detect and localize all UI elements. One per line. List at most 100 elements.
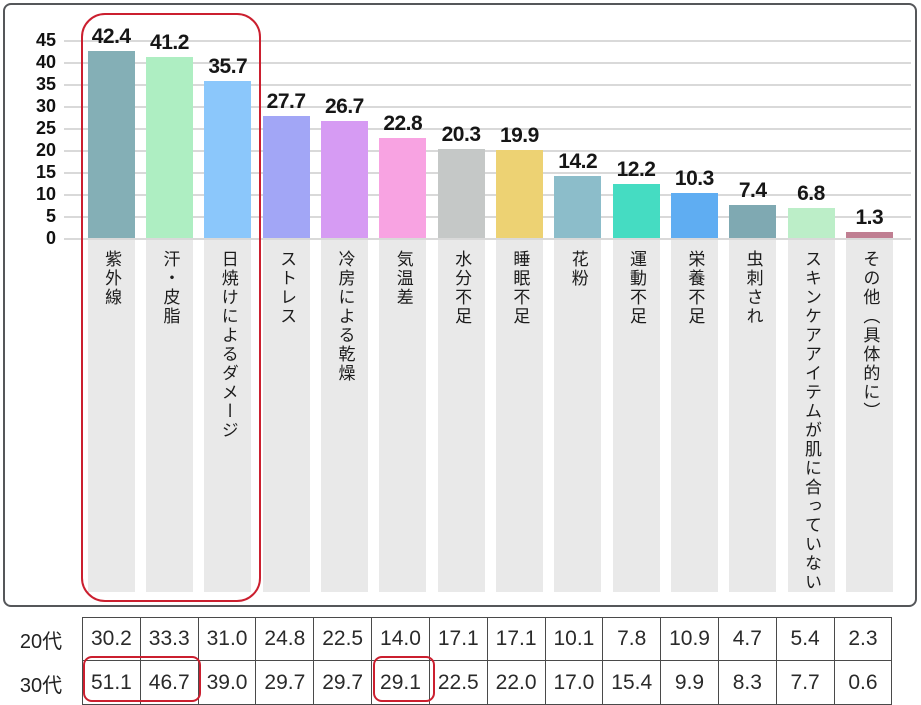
y-tick-label: 40 bbox=[35, 52, 56, 72]
table-cell: 4.7 bbox=[718, 618, 777, 661]
category-label: 運動不足 bbox=[627, 250, 647, 326]
bar-value-label: 26.7 bbox=[324, 94, 364, 118]
table-cell: 29.7 bbox=[314, 661, 373, 705]
gridline bbox=[64, 128, 911, 130]
table-cell: 29.7 bbox=[256, 661, 315, 705]
category-label: 冷房による乾燥 bbox=[335, 250, 355, 383]
table-cell: 10.1 bbox=[545, 618, 604, 661]
bar bbox=[554, 175, 602, 238]
bar-value-label: 20.3 bbox=[441, 122, 481, 146]
table-cell: 22.5 bbox=[314, 618, 373, 661]
bar bbox=[729, 205, 777, 238]
category-label: その他（具体的に） bbox=[860, 250, 880, 421]
table-cell: 30.2 bbox=[83, 618, 141, 661]
table-cell: 33.3 bbox=[140, 618, 199, 661]
table-cell: 22.0 bbox=[487, 661, 546, 705]
category-column: 虫刺され bbox=[729, 240, 777, 592]
category-label: 汗・皮脂 bbox=[160, 250, 180, 326]
gridline bbox=[64, 84, 911, 86]
category-column: 日焼けによるダメージ bbox=[204, 240, 252, 592]
gridline bbox=[64, 40, 911, 42]
gridline bbox=[64, 194, 911, 196]
table-cell: 8.3 bbox=[718, 661, 777, 705]
category-column: ストレス bbox=[262, 240, 310, 592]
table-cell: 7.8 bbox=[603, 618, 662, 661]
table-cell: 31.0 bbox=[198, 618, 257, 661]
age-group-table: 20代 30.2 33.3 31.0 24.8 22.5 14.0 17.1 17.1 10.1 7… bbox=[0, 617, 899, 705]
category-label: 虫刺され bbox=[743, 250, 763, 326]
category-column: 運動不足 bbox=[612, 240, 660, 592]
table-row-label: 30代 bbox=[19, 674, 63, 697]
bar-value-label: 19.9 bbox=[499, 124, 539, 148]
gridline bbox=[64, 238, 911, 240]
table-cell: 9.9 bbox=[661, 661, 719, 705]
category-column: 気温差 bbox=[379, 240, 427, 592]
bar-value-label: 14.2 bbox=[558, 149, 598, 173]
table-cell: 14.0 bbox=[372, 618, 430, 661]
bar-value-label: 27.7 bbox=[266, 90, 306, 114]
gridline bbox=[64, 216, 911, 218]
bar bbox=[612, 184, 660, 238]
table-cell: 17.1 bbox=[487, 618, 546, 661]
bar bbox=[787, 208, 835, 238]
y-tick-label: 10 bbox=[35, 184, 56, 204]
gridline bbox=[64, 172, 911, 174]
bar bbox=[437, 148, 485, 238]
y-tick-label: 5 bbox=[45, 206, 56, 226]
table-cell: 39.0 bbox=[198, 661, 257, 705]
bar-value-label: 6.8 bbox=[797, 182, 825, 206]
bar-value-label: 35.7 bbox=[208, 54, 248, 78]
table-highlight-box bbox=[83, 656, 201, 702]
table-cell: 2.3 bbox=[834, 618, 893, 661]
table-highlight-box bbox=[373, 656, 435, 702]
bar bbox=[379, 137, 427, 238]
bar-value-label: 10.3 bbox=[674, 166, 714, 190]
table-cell: 10.9 bbox=[661, 618, 719, 661]
category-label: 栄養不足 bbox=[685, 250, 705, 326]
top3-highlight-box bbox=[81, 13, 261, 602]
category-label: 日焼けによるダメージ bbox=[218, 250, 238, 440]
table-cell: 15.4 bbox=[603, 661, 662, 705]
y-tick-label: 35 bbox=[35, 74, 56, 94]
category-column: 冷房による乾燥 bbox=[320, 240, 368, 592]
y-tick-label: 15 bbox=[35, 162, 56, 182]
category-column: 花粉 bbox=[554, 240, 602, 592]
table-row: 20代 30.2 33.3 31.0 24.8 22.5 14.0 17.1 17.1 10.1 7… bbox=[0, 617, 899, 661]
table-cell: 17.0 bbox=[545, 661, 604, 705]
bar-value-label: 12.2 bbox=[616, 158, 656, 182]
bar-value-label: 7.4 bbox=[738, 179, 767, 203]
category-column: 栄養不足 bbox=[670, 240, 718, 592]
bar-value-label: 1.3 bbox=[855, 206, 884, 230]
y-tick-label: 0 bbox=[45, 228, 56, 248]
category-label: 水分不足 bbox=[452, 250, 472, 326]
bar bbox=[87, 51, 135, 238]
category-label: 睡眠不足 bbox=[510, 250, 530, 326]
table-cell: 5.4 bbox=[776, 618, 835, 661]
gridline bbox=[64, 106, 911, 108]
bar-value-label: 22.8 bbox=[383, 111, 423, 135]
bar bbox=[204, 80, 252, 238]
category-column: スキンケアアイテムが肌に合っていない bbox=[787, 240, 835, 592]
category-column: 紫外線 bbox=[87, 240, 135, 592]
category-label: 気温差 bbox=[393, 250, 413, 307]
y-tick-label: 30 bbox=[35, 96, 56, 116]
category-column: 睡眠不足 bbox=[495, 240, 543, 592]
category-column: 水分不足 bbox=[437, 240, 485, 592]
bar bbox=[320, 120, 368, 238]
bar bbox=[262, 116, 310, 238]
y-tick-label: 45 bbox=[35, 30, 56, 50]
bar bbox=[845, 232, 893, 238]
table-row-label: 20代 bbox=[19, 630, 63, 653]
y-tick-label: 25 bbox=[35, 118, 56, 138]
table-cells: 30.2 33.3 31.0 24.8 22.5 14.0 17.1 17.1 10.1 7.8 1… bbox=[82, 617, 893, 661]
category-column: その他（具体的に） bbox=[845, 240, 893, 592]
table-cell: 24.8 bbox=[256, 618, 315, 661]
category-label: 花粉 bbox=[568, 250, 588, 288]
table-cell: 7.7 bbox=[776, 661, 835, 705]
table-cells: 51.1 46.7 39.0 29.7 29.7 29.1 22.5 22.0 17.0 15.4… bbox=[82, 661, 893, 705]
category-label: スキンケアアイテムが肌に合っていない bbox=[802, 250, 821, 592]
gridline bbox=[64, 62, 911, 64]
category-label: 紫外線 bbox=[102, 250, 122, 307]
bar bbox=[495, 150, 543, 238]
y-tick-label: 20 bbox=[35, 140, 56, 160]
